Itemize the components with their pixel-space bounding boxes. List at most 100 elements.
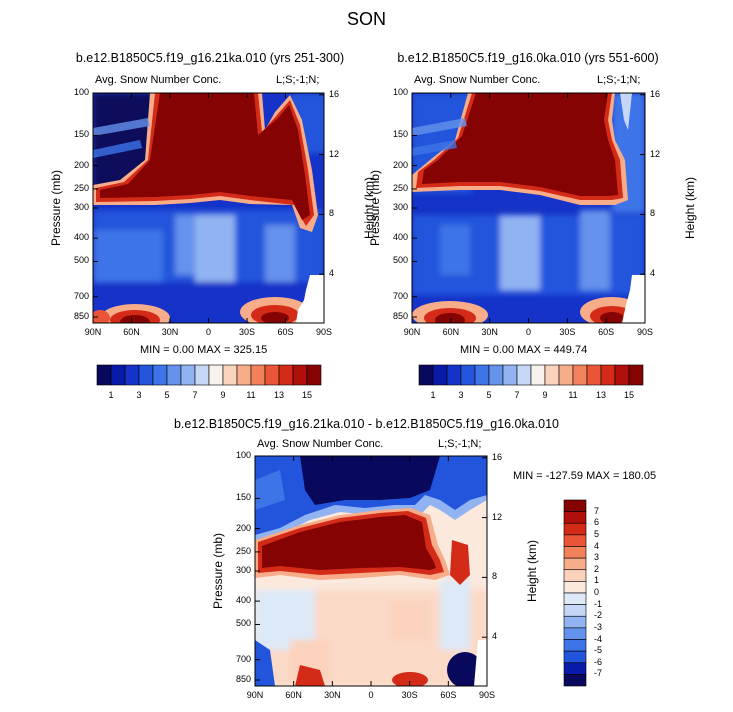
colorbar-box <box>563 569 587 582</box>
y-axis-label: Pressure (mb) <box>49 170 63 247</box>
colorbar-label: 9 <box>220 390 226 400</box>
pressure-tick-label: 700 <box>392 290 408 301</box>
colorbar-box <box>563 615 587 629</box>
colorbar-box <box>446 364 462 386</box>
colorbar-box <box>194 364 210 386</box>
panel-2-stats: MIN = 0.00 MAX = 449.74 <box>460 344 588 356</box>
colorbar-label: 6 <box>594 517 600 528</box>
colorbar-label: 13 <box>273 390 284 400</box>
pressure-tick-label: 250 <box>73 182 89 193</box>
colorbar-box <box>96 364 112 386</box>
panel-3-title: b.e12.B1850C5.f19_g16.21ka.010 - b.e12.B… <box>173 417 560 431</box>
height-tick-label: 12 <box>650 148 661 159</box>
colorbar-label: -4 <box>594 633 603 644</box>
panel-2-plot <box>412 93 645 323</box>
colorbar-box <box>530 364 546 386</box>
colorbar-label: 4 <box>594 540 600 551</box>
colorbar-box <box>563 499 587 512</box>
colorbar-box <box>563 604 587 617</box>
x-tick-label: 30S <box>559 327 576 337</box>
colorbar-label: 9 <box>542 390 548 400</box>
panel-1-right-string: L;S;-1;N; <box>276 74 320 86</box>
x-tick-label: 90N <box>246 690 264 700</box>
colorbar-box <box>563 557 587 571</box>
panel-1-title: b.e12.B1850C5.f19_g16.21ka.010 (yrs 251-… <box>75 51 345 65</box>
height-tick-label: 8 <box>329 208 335 219</box>
x-tick-label: 0 <box>205 327 211 337</box>
colorbar-box <box>586 364 602 386</box>
colorbar-label: 1 <box>108 390 114 400</box>
x-tick-label: 60S <box>440 690 457 700</box>
colorbar-box <box>474 364 490 386</box>
colorbar-box <box>563 674 587 687</box>
pressure-tick-label: 150 <box>73 129 89 140</box>
height-tick-label: 12 <box>492 511 503 522</box>
x-tick-label: 90N <box>84 327 102 337</box>
panel-3-left-string: Avg. Snow Number Conc. <box>257 438 384 450</box>
figure-title: SON <box>346 9 386 29</box>
colorbar-box <box>418 364 434 386</box>
colorbar-label: 1 <box>430 390 436 400</box>
pressure-tick-label: 850 <box>73 311 89 322</box>
colorbar-box <box>563 534 587 547</box>
colorbar-box <box>222 364 238 386</box>
colorbar-label: 11 <box>568 390 578 400</box>
colorbar-label: -1 <box>594 598 603 609</box>
colorbar-box <box>124 364 140 386</box>
pressure-tick-label: 500 <box>235 618 251 629</box>
y-axis-right-label: Height (km) <box>525 540 539 603</box>
x-tick-label: 30N <box>481 327 498 337</box>
colorbar-box <box>563 650 587 664</box>
height-tick-label: 16 <box>492 451 503 462</box>
x-tick-label: 30S <box>238 327 255 337</box>
colorbar-box <box>600 364 616 386</box>
colorbar-box <box>432 364 448 386</box>
x-tick-label: 90S <box>636 327 653 337</box>
colorbar-label: 11 <box>246 390 256 400</box>
pressure-tick-label: 200 <box>392 159 408 170</box>
pressure-tick-label: 400 <box>392 232 408 243</box>
pressure-tick-label: 200 <box>73 159 89 170</box>
pressure-tick-label: 100 <box>392 87 408 97</box>
colorbar-box <box>488 364 504 386</box>
pressure-tick-label: 150 <box>392 129 408 140</box>
colorbar-box <box>292 364 308 386</box>
colorbar-label: -2 <box>594 610 603 621</box>
colorbar-box <box>563 581 587 594</box>
colorbar-box <box>460 364 476 386</box>
pressure-tick-label: 400 <box>73 232 89 243</box>
height-tick-label: 8 <box>650 208 656 219</box>
tick-marks <box>92 92 646 686</box>
y-axis-label: Pressure (mb) <box>368 170 382 247</box>
y-axis-right-label: Height (km) <box>683 177 697 240</box>
pressure-tick-label: 300 <box>392 202 408 212</box>
x-tick-label: 90S <box>315 327 332 337</box>
x-tick-label: 30S <box>401 690 418 700</box>
pressure-tick-label: 700 <box>73 290 89 301</box>
panel-1-stats: MIN = 0.00 MAX = 325.15 <box>140 344 268 356</box>
colorbar-box <box>563 511 587 524</box>
colorbar-box <box>563 627 587 640</box>
pressure-tick-label: 700 <box>235 653 251 664</box>
x-tick-label: 0 <box>525 327 531 337</box>
pressure-tick-label: 100 <box>235 450 251 460</box>
colorbar-box <box>278 364 294 386</box>
x-tick-label: 60N <box>442 327 460 337</box>
colorbar-label: 15 <box>623 390 634 400</box>
colorbar-box <box>563 662 587 675</box>
x-tick-label: 60S <box>598 327 615 337</box>
pressure-tick-label: 250 <box>392 182 408 193</box>
colorbar-label: 13 <box>595 390 606 400</box>
colorbar-box <box>563 546 587 559</box>
y-axis-label: Pressure (mb) <box>211 533 225 610</box>
colorbar-box <box>306 364 322 386</box>
height-tick-label: 4 <box>650 268 656 279</box>
colorbar-box <box>250 364 266 386</box>
pressure-tick-label: 400 <box>235 595 251 606</box>
pressure-tick-label: 500 <box>392 255 408 266</box>
x-tick-label: 60S <box>277 327 294 337</box>
colorbar-label: 3 <box>458 390 464 400</box>
x-tick-label: 90S <box>478 690 495 700</box>
x-tick-label: 30N <box>161 327 179 337</box>
